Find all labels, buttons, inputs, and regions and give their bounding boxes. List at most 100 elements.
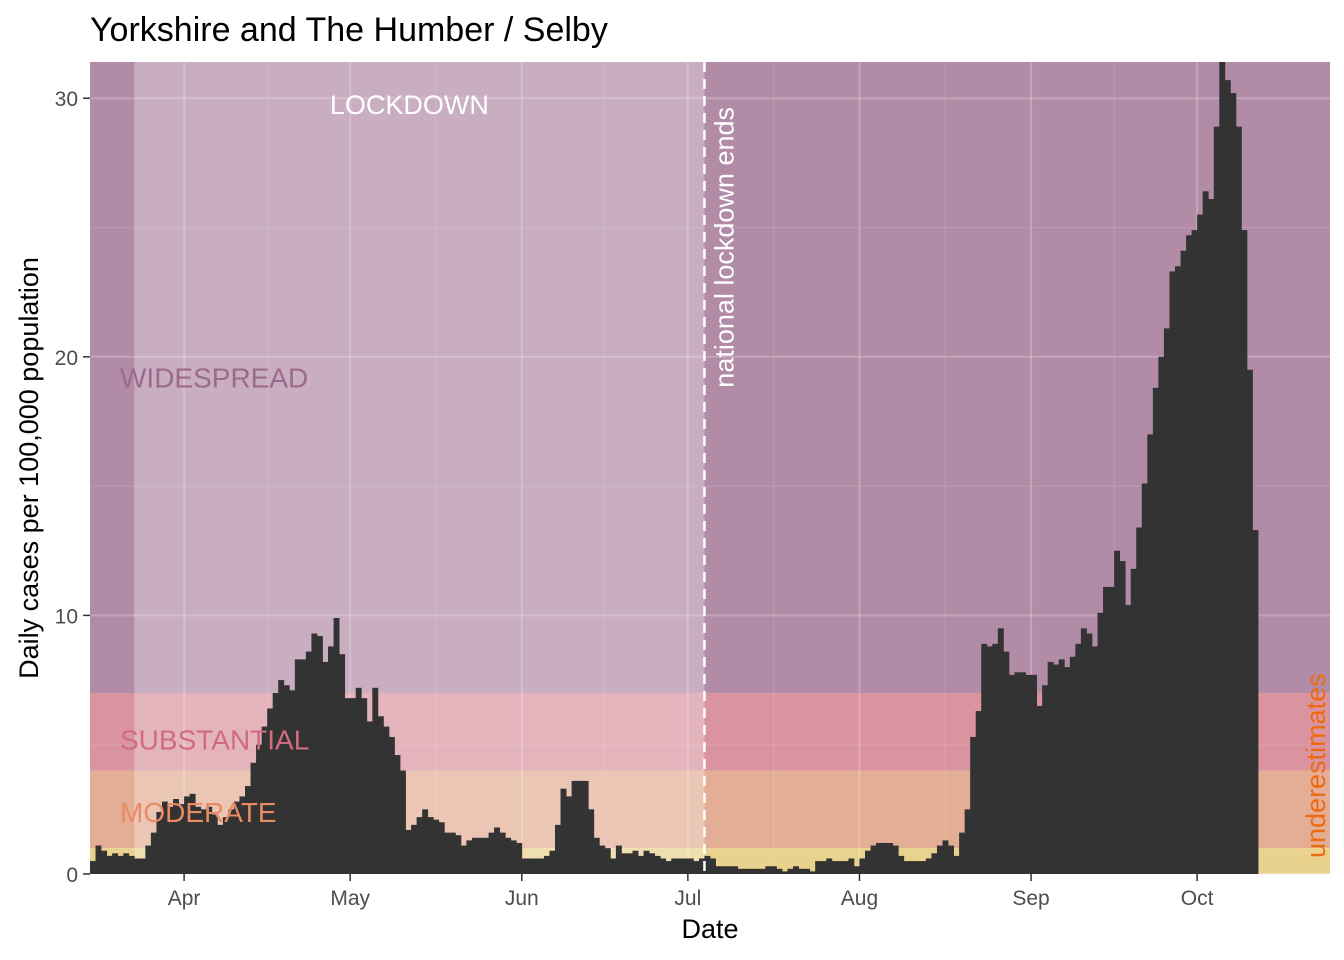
bar: [1158, 356, 1165, 874]
bar: [1152, 387, 1159, 874]
bar: [184, 796, 191, 874]
x-axis: Apr May Jun Jul Aug Sep Oct: [168, 874, 1214, 910]
bar: [820, 861, 827, 874]
bar: [959, 832, 966, 874]
bar: [660, 858, 667, 874]
lockdown-band: [134, 62, 705, 874]
bar: [566, 796, 573, 874]
bar: [150, 832, 157, 874]
bar: [986, 646, 993, 874]
bar: [1219, 62, 1226, 874]
bar: [1202, 191, 1209, 874]
bar: [333, 617, 340, 874]
bar: [178, 804, 185, 874]
bar: [477, 837, 484, 874]
bar: [964, 809, 971, 874]
bar: [1064, 667, 1071, 874]
bar: [726, 866, 733, 874]
bar: [505, 837, 512, 874]
bar: [892, 845, 899, 874]
bar: [798, 868, 805, 874]
bar: [632, 850, 639, 874]
bar: [732, 866, 739, 874]
bar: [156, 811, 163, 874]
x-tick-label: May: [330, 887, 370, 910]
bar: [687, 858, 694, 874]
bar: [388, 736, 395, 874]
bar: [649, 853, 656, 874]
bar: [1136, 527, 1143, 874]
bar: [1031, 674, 1038, 874]
bar: [106, 855, 113, 874]
bar: [134, 858, 141, 874]
bar: [1053, 664, 1060, 874]
y-axis: 0 10 20 30: [55, 88, 90, 887]
bar: [571, 780, 578, 874]
bar: [615, 845, 622, 874]
bar: [222, 817, 229, 874]
lockdown-end-label: national lockdown ends: [709, 107, 739, 388]
bar: [1130, 568, 1137, 874]
lockdown-label: LOCKDOWN: [330, 90, 489, 120]
bar: [499, 832, 506, 874]
bar: [195, 806, 202, 874]
bar: [521, 858, 528, 874]
x-tick-label: Sep: [1012, 887, 1049, 910]
bar: [931, 853, 938, 874]
bar: [848, 858, 855, 874]
bar: [139, 858, 146, 874]
bar: [781, 871, 788, 874]
bar: [411, 824, 418, 874]
bar: [543, 855, 550, 874]
bar: [1235, 126, 1242, 875]
bar: [859, 858, 866, 874]
bar: [455, 835, 462, 874]
bar: [1008, 674, 1015, 874]
bar: [289, 690, 296, 874]
bar: [300, 659, 307, 874]
bar: [997, 628, 1004, 874]
zone-label-0: WIDESPREAD: [120, 362, 308, 393]
bar: [787, 868, 794, 874]
bar: [200, 809, 207, 874]
bar: [665, 861, 672, 874]
x-tick-label: Jul: [674, 887, 701, 910]
bar: [1163, 328, 1170, 874]
bar: [173, 799, 179, 874]
bar: [1108, 586, 1115, 874]
bar: [366, 721, 373, 874]
bar: [1036, 705, 1043, 874]
bar: [527, 858, 534, 874]
bar: [621, 853, 628, 874]
bar: [1213, 126, 1220, 875]
bar: [145, 845, 152, 874]
x-tick-label: Apr: [168, 887, 201, 910]
bar: [1224, 80, 1231, 874]
bar: [909, 861, 916, 874]
x-tick-label: Oct: [1181, 887, 1214, 910]
bar: [161, 801, 168, 874]
zone-label-2: MODERATE: [120, 797, 277, 828]
bar: [1186, 235, 1193, 875]
bar: [444, 832, 451, 874]
bar: [970, 736, 977, 874]
bar: [1241, 230, 1248, 874]
bar: [671, 858, 678, 874]
bar: [383, 726, 390, 874]
bar: [1020, 672, 1026, 874]
bar: [549, 850, 556, 874]
bar: [344, 698, 351, 874]
bar: [488, 832, 495, 874]
bar: [638, 855, 644, 874]
bar: [1025, 674, 1032, 874]
bar: [405, 830, 412, 874]
bar: [1091, 646, 1098, 874]
y-tick-label: 10: [55, 605, 78, 628]
bar: [748, 868, 755, 874]
bar: [256, 744, 263, 874]
bar: [981, 643, 988, 874]
bar: [460, 845, 467, 874]
bar: [90, 861, 96, 874]
x-axis-title: Date: [681, 914, 738, 944]
y-axis-title: Daily cases per 100,000 population: [14, 257, 44, 679]
